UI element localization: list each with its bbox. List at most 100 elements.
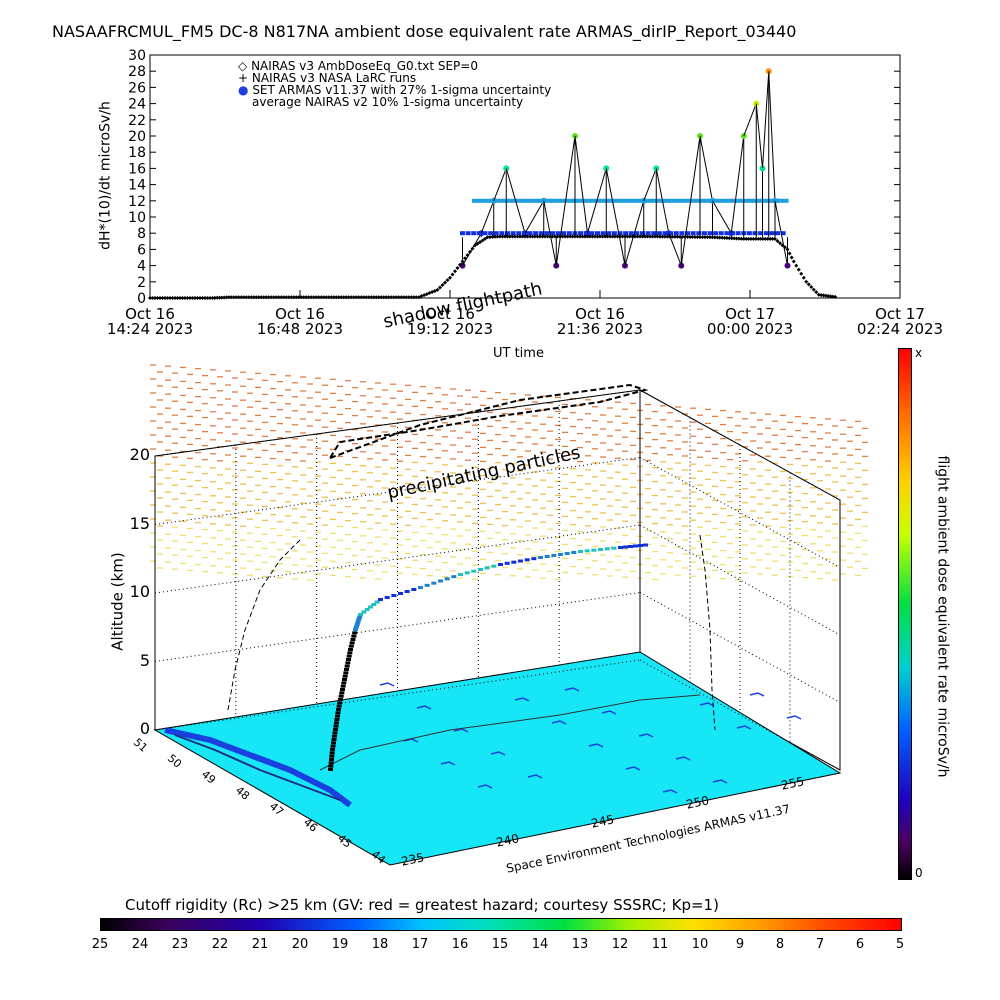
nairas-diamond-point [775, 238, 780, 243]
nairas-diamond-point [311, 295, 316, 300]
nairas-diamond-point [799, 271, 804, 276]
flight-track-point [471, 569, 477, 573]
flight-track-point [342, 674, 348, 678]
nairas-diamond-point [558, 234, 562, 239]
flight-track-point [451, 575, 457, 579]
flight-track-point [334, 718, 340, 721]
flight-track-point [598, 548, 603, 551]
flight-track-point [345, 661, 351, 665]
nairas-diamond-point [234, 295, 239, 300]
flight-track-point [329, 754, 335, 758]
flight-track-point [349, 641, 355, 645]
armas-band-point [625, 198, 632, 203]
top-plot-frame [149, 54, 901, 299]
nairas-diamond-point [717, 235, 722, 240]
armas-band-point [655, 198, 662, 203]
cutoff-colorbar-tick: 10 [691, 937, 709, 952]
armas-band-point-8 [713, 231, 719, 236]
cutoff-colorbar-tick: 21 [251, 937, 269, 952]
nairas-diamond-point [460, 259, 465, 264]
nairas-diamond-point [271, 295, 276, 300]
armas-line-segment [493, 168, 507, 201]
nairas-diamond-point [173, 296, 177, 300]
nairas-diamond-point [411, 295, 416, 300]
cutoff-colorbar-tick: 25 [91, 937, 109, 952]
flight-track-point [357, 615, 363, 619]
altitude-tick-label: 15 [129, 513, 150, 533]
top-ytick-label: 12 [128, 194, 146, 210]
armas-band-point-8 [679, 231, 685, 236]
cutoff-rigidity-colorbar [100, 918, 902, 931]
flight-track-point [458, 573, 463, 576]
top-ytick-label: 14 [128, 178, 146, 194]
armas-band-point-8 [482, 231, 488, 236]
nairas-diamond-point [555, 234, 560, 239]
armas-band-point-8 [763, 231, 769, 236]
armas-band-point-8 [533, 231, 539, 236]
nairas-diamond-point [741, 236, 746, 241]
nairas-diamond-point [254, 295, 259, 300]
nairas-diamond-point [500, 234, 505, 239]
flight-track-point [391, 594, 397, 597]
nairas-diamond-point [811, 287, 816, 292]
flight-track-point [498, 563, 503, 566]
armas-band-point [502, 198, 509, 203]
precipitating-particles-field [150, 364, 868, 581]
cutoff-colorbar-tick: 15 [491, 937, 509, 952]
nairas-diamond-point [276, 295, 281, 300]
flight-track-point [332, 731, 338, 735]
flight-track-point [340, 688, 345, 691]
flight-track-point [355, 620, 361, 624]
flight-track-point [338, 698, 343, 701]
nairas-diamond-point [448, 275, 452, 280]
nairas-diamond-point [386, 295, 391, 300]
nairas-diamond-point [503, 234, 507, 239]
nairas-diamond-point [710, 235, 715, 240]
flight-track-point [518, 559, 523, 563]
nairas-diamond-point [478, 240, 482, 245]
wall-grid-horizontal [154, 659, 641, 731]
top-ytick-label: 20 [128, 129, 146, 145]
flight-track-point [511, 560, 517, 564]
cutoff-colorbar-label: Cutoff rigidity (Rc) >25 km (GV: red = g… [125, 896, 719, 914]
nairas-diamond-point [638, 234, 642, 239]
nairas-diamond-point [188, 296, 192, 300]
map-feature [786, 715, 802, 720]
armas-band-point-8 [651, 231, 657, 236]
top-x-axis-label: UT time [493, 346, 544, 361]
nairas-diamond-point [336, 295, 341, 300]
flight-track-point [335, 711, 341, 715]
flight-track-point [353, 625, 359, 629]
flight-track-point [643, 543, 648, 547]
armas-band-point [668, 198, 675, 203]
nairas-diamond-point [198, 296, 202, 300]
nairas-diamond-point [828, 294, 833, 299]
nairas-diamond-point [334, 295, 339, 300]
nairas-diamond-point [475, 241, 480, 246]
nairas-diamond-point [404, 295, 409, 300]
map-feature [699, 702, 715, 707]
map-feature [601, 710, 617, 715]
map-feature [712, 779, 728, 784]
nairas-diamond-point [299, 295, 304, 300]
map-coastlines [164, 682, 802, 808]
nairas-diamond-point [768, 236, 773, 241]
nairas-diamond-point [598, 234, 602, 239]
nairas-diamond-point [819, 293, 824, 298]
flight-track-point [418, 586, 423, 589]
nairas-diamond-point [680, 234, 685, 239]
top-xtick-time: 00:00 2023 [706, 320, 794, 338]
nairas-diamond-point [660, 234, 665, 239]
flight-track-point [351, 634, 357, 638]
flight-track-point [371, 603, 377, 606]
nairas-diamond-point [736, 236, 741, 241]
nairas-diamond-point [610, 234, 615, 239]
flight-track-point [346, 658, 351, 661]
armas-band-point [778, 198, 785, 203]
nairas-diamond-point [480, 238, 485, 243]
nairas-diamond-point [229, 295, 234, 300]
top-xtick-day: Oct 17 [725, 305, 775, 323]
nairas-diamond-point [473, 243, 477, 248]
nairas-diamond-point [366, 295, 371, 300]
